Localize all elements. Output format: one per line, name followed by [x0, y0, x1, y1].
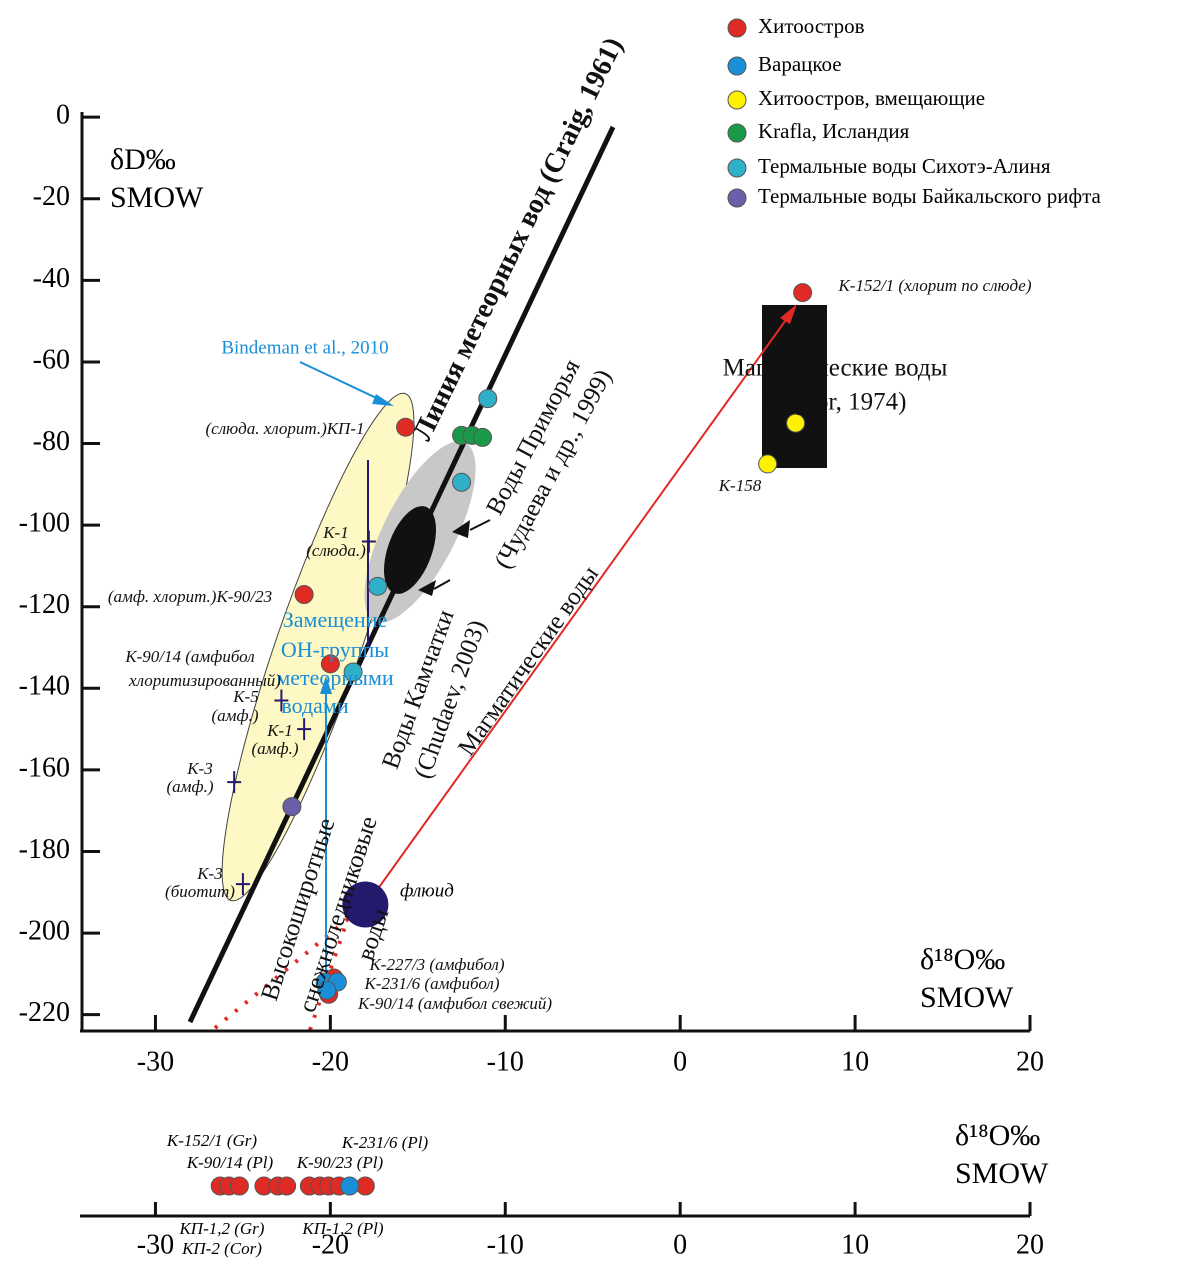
point [787, 414, 805, 432]
legend-marker [728, 57, 746, 75]
strip-label: К-90/23 (Pl) [296, 1153, 384, 1172]
strip-x-label: δ¹⁸O‰ [955, 1119, 1040, 1152]
point [759, 455, 777, 473]
strip-tick-label: -30 [137, 1229, 174, 1260]
legend-label: Хитоостров [758, 14, 865, 38]
legend-label: Krafla, Исландия [758, 119, 910, 143]
y-tick-label: -20 [33, 181, 70, 212]
y-label: δD‰ [110, 143, 176, 176]
point [794, 284, 812, 302]
strip-tick-label: 0 [673, 1229, 687, 1260]
legend-label: Варацкое [758, 52, 842, 76]
strip-tick-label: -10 [487, 1229, 524, 1260]
point [474, 428, 492, 446]
y-tick-label: -40 [33, 263, 70, 294]
annotation: К-1 [322, 523, 348, 542]
y-tick-label: -100 [19, 508, 70, 539]
x-tick-label: -30 [137, 1046, 174, 1077]
annotation: К-158 [718, 476, 762, 495]
legend-label: Хитоостров, вмещающие [758, 86, 985, 110]
strip-x-label: SMOW [955, 1157, 1049, 1190]
strip-label: К-90/14 (Pl) [186, 1153, 274, 1172]
y-tick-label: -200 [19, 916, 70, 947]
chart: δD‰ SMOW δ¹⁸O‰ SMOW δ¹⁸O‰ SMOW 0 -20 -40 -6… [0, 0, 1191, 1261]
annotation: К-154/1 [761, 394, 818, 413]
annotation: (слюда.) [306, 541, 366, 560]
point [295, 585, 313, 603]
annotation: (амф. хлорит.)К-90/23 [108, 587, 272, 606]
strip-label: КП-2 (Cor) [181, 1239, 262, 1258]
y-tick-label: -120 [19, 589, 70, 620]
annotation: водами [281, 693, 348, 718]
x-tick-label: -10 [487, 1046, 524, 1077]
x-tick-label: 10 [841, 1046, 869, 1077]
x-tick-label: 0 [673, 1046, 687, 1077]
annotation: ОН-группы [281, 637, 389, 662]
annotation: К-90/14 (амфибол свежий) [357, 994, 552, 1013]
x-tick-label: -20 [312, 1046, 349, 1077]
annotation: (амф.) [167, 777, 214, 796]
fluid-label: флюид [400, 880, 454, 901]
strip-label: КП-1,2 (Pl) [301, 1219, 383, 1238]
annotation: Bindeman et al., 2010 [221, 337, 388, 358]
x-label: SMOW [920, 981, 1014, 1014]
legend-marker [728, 19, 746, 37]
legend-marker [728, 91, 746, 109]
annotation: (слюда. хлорит.)КП-1 [206, 419, 365, 438]
y-tick-label: -180 [19, 834, 70, 865]
annotation: К-5 [232, 687, 258, 706]
legend-marker [728, 124, 746, 142]
x-label: δ¹⁸O‰ [920, 943, 1005, 976]
point [283, 798, 301, 816]
annotation: К-227/3 (амфибол) [369, 955, 505, 974]
annotation: Магматические воды [723, 355, 948, 382]
legend-marker [728, 159, 746, 177]
annotation: К-231/6 (амфибол) [364, 974, 500, 993]
legend-label: Термальные воды Сихотэ-Алиня [758, 154, 1051, 178]
y-label: SMOW [110, 181, 204, 214]
annotation: Замещение [283, 607, 388, 632]
annotation: К-3 [196, 864, 222, 883]
y-tick-label: 0 [56, 100, 70, 131]
strip-label: К-231/6 (Pl) [341, 1133, 429, 1152]
annotation: (амф.) [212, 706, 259, 725]
y-tick-label: -80 [33, 426, 70, 457]
legend-marker [728, 189, 746, 207]
strip-tick-label: 10 [841, 1229, 869, 1260]
annotation: метеорными [276, 665, 394, 690]
y-tick-label: -60 [33, 344, 70, 375]
strip-label: КП-1,2 (Gr) [179, 1219, 265, 1238]
y-tick-label: -220 [19, 997, 70, 1028]
y-tick-label: -160 [19, 752, 70, 783]
strip-point [278, 1177, 296, 1195]
annotation: К-1 [266, 721, 292, 740]
strip-tick-label: 20 [1016, 1229, 1044, 1260]
y-tick-label: -140 [19, 671, 70, 702]
strip-point [230, 1177, 248, 1195]
point [453, 473, 471, 491]
annotation: К-152/1 (хлорит по слюде) [838, 276, 1032, 295]
annotation: К-3 [186, 759, 212, 778]
annotation: К-90/14 (амфибол [124, 647, 254, 666]
point [369, 577, 387, 595]
annotation: (амф.) [252, 739, 299, 758]
strip-label: К-152/1 (Gr) [166, 1131, 257, 1150]
legend-label: Термальные воды Байкальского рифта [758, 184, 1102, 208]
annotation: (биотит) [165, 882, 235, 901]
x-tick-label: 20 [1016, 1046, 1044, 1077]
point [479, 390, 497, 408]
strip-point [341, 1177, 359, 1195]
